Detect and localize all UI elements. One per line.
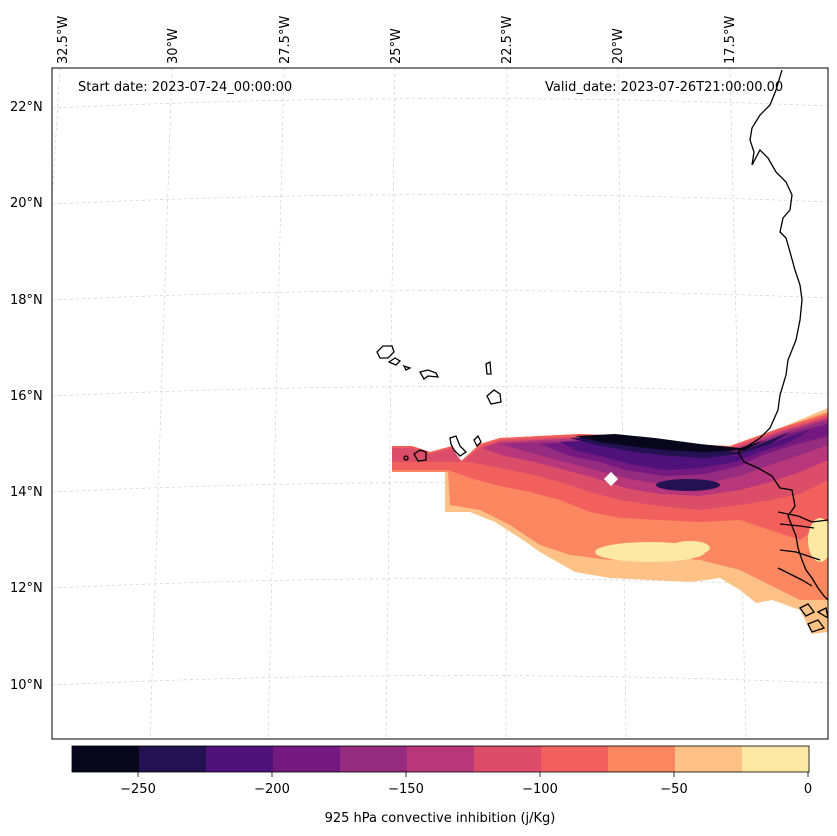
colorbar-title: 925 hPa convective inhibition (j/Kg) [325, 811, 556, 826]
island-brava [403, 455, 409, 461]
lon-label-32-5w: 32.5°W [56, 16, 71, 64]
lon-label-20w: 20°W [611, 28, 626, 64]
coastline-gambia [777, 511, 828, 529]
island-santo-antao [376, 345, 395, 359]
colorbar-cell [675, 746, 743, 772]
cin-warm-core-3 [808, 518, 828, 562]
colorbar-cell [608, 746, 676, 772]
lat-label-18n: 18°N [10, 293, 43, 308]
map-area: Start date: 2023-07-24_00:00:00 Valid_da… [52, 68, 828, 739]
colorbar-cell [139, 746, 207, 772]
lat-label-10n: 10°N [10, 678, 43, 693]
cin-band-minus-175 [540, 424, 828, 476]
coastline-guinea-bissau [777, 549, 821, 587]
colorbar-ticks [137, 772, 809, 777]
island-sao-vicente [387, 357, 402, 366]
cin-band-minus-200 [560, 430, 810, 470]
lat-label-12n: 12°N [10, 581, 43, 596]
map-background [52, 68, 828, 739]
cin-band-minus-250 [575, 434, 765, 452]
coastline-islands-south [799, 603, 828, 633]
valid-date-label: Valid_date: 2023-07-26T21:00:00.00 [545, 80, 783, 95]
colorbar-cell [206, 746, 274, 772]
lat-label-20n: 20°N [10, 196, 43, 211]
colorbar-cell [541, 746, 609, 772]
island-fogo [413, 449, 427, 462]
colorbar-cell [273, 746, 341, 772]
colorbar-cell [340, 746, 408, 772]
colorbar-tick-minus-200: −200 [254, 782, 290, 797]
lat-label-16n: 16°N [10, 389, 43, 404]
colorbar-cells [72, 746, 810, 772]
colorbar-frame [71, 745, 810, 773]
colorbar-tick-minus-150: −150 [388, 782, 424, 797]
lon-label-25w: 25°W [389, 28, 404, 64]
island-sal [485, 360, 492, 375]
island-maio [473, 434, 482, 448]
lon-label-30w: 30°W [166, 28, 181, 64]
map-frame [51, 67, 829, 740]
island-boa-vista [486, 389, 502, 405]
lat-label-22n: 22°N [10, 100, 43, 115]
coastlines [376, 69, 828, 633]
lon-label-22-5w: 22.5°W [500, 16, 515, 64]
colorbar-cell [407, 746, 475, 772]
colorbar-cell [474, 746, 542, 772]
lon-label-27-5w: 27.5°W [278, 16, 293, 64]
cin-core-minus-225 [656, 479, 720, 491]
longitude-labels: 32.5°W 30°W 27.5°W 25°W 22.5°W 20°W 17.5… [56, 16, 738, 64]
island-santa-luzia [402, 364, 412, 371]
island-santiago [449, 435, 468, 457]
colorbar-tick-minus-250: −250 [120, 782, 156, 797]
missing-data-hole [603, 471, 619, 487]
lat-label-14n: 14°N [10, 485, 43, 500]
island-sao-nicolau [419, 369, 440, 380]
lon-label-17-5w: 17.5°W [723, 16, 738, 64]
cin-warm-core-2 [670, 541, 710, 555]
colorbar-tick-minus-50: −50 [660, 782, 687, 797]
gridlines [52, 68, 828, 739]
latitude-labels: 22°N 20°N 18°N 16°N 14°N 12°N 10°N [10, 100, 43, 693]
cin-contours [392, 408, 828, 634]
colorbar-cell [742, 746, 810, 772]
colorbar-tick-minus-100: −100 [522, 782, 558, 797]
colorbar-tick-0: 0 [804, 782, 812, 797]
coastline-africa [737, 69, 828, 601]
colorbar-cell [72, 746, 140, 772]
colorbar: −250 −200 −150 −100 −50 0 925 hPa convec… [71, 745, 812, 826]
start-date-label: Start date: 2023-07-24_00:00:00 [78, 80, 292, 95]
